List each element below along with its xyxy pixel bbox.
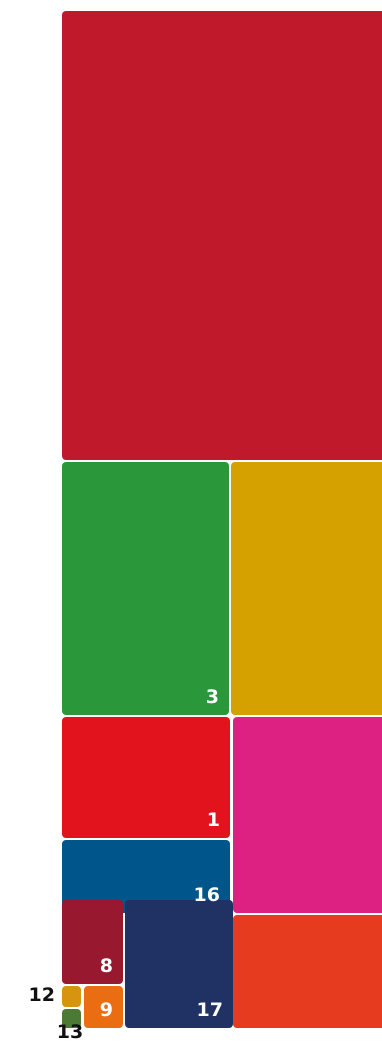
treemap-tile bbox=[62, 717, 230, 838]
treemap-tile bbox=[62, 840, 230, 913]
tile-label: 17 bbox=[197, 999, 223, 1021]
treemap-tile bbox=[62, 1009, 81, 1028]
tile-label: 9 bbox=[100, 999, 113, 1021]
tile-label: 12 bbox=[29, 984, 55, 1006]
tile-label: 16 bbox=[194, 884, 220, 906]
treemap-tile bbox=[62, 11, 382, 460]
treemap-tile bbox=[125, 900, 233, 1028]
treemap-tile bbox=[62, 986, 81, 1007]
treemap-tile bbox=[62, 900, 123, 984]
treemap-tile bbox=[233, 717, 382, 913]
tile-label: 1 bbox=[207, 809, 220, 831]
treemap-tile bbox=[233, 915, 382, 1028]
tile-label: 8 bbox=[100, 955, 113, 977]
treemap-tiles bbox=[62, 11, 382, 1028]
tile-label: 13 bbox=[57, 1021, 83, 1042]
treemap-tile bbox=[84, 986, 123, 1028]
treemap-tile bbox=[62, 462, 229, 715]
treemap-tile bbox=[231, 462, 382, 715]
tile-label: 3 bbox=[206, 686, 219, 708]
